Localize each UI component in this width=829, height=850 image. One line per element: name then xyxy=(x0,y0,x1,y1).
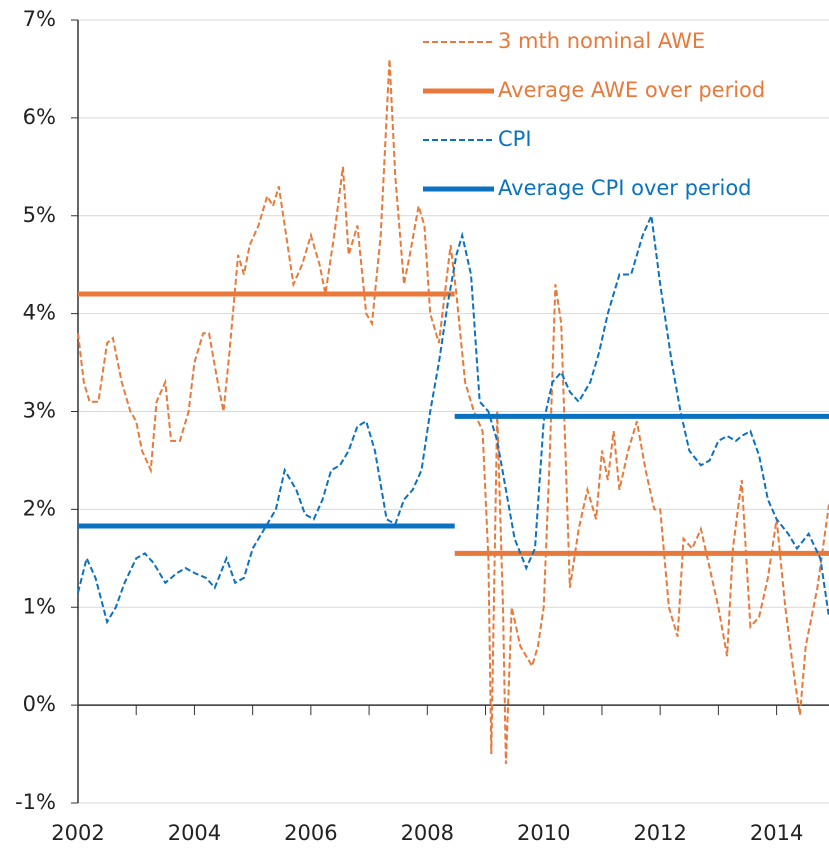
x-tick-label: 2004 xyxy=(168,821,221,845)
y-tick-label: 5% xyxy=(23,203,56,227)
legend-label: Average CPI over period xyxy=(498,176,752,200)
y-tick-label: -1% xyxy=(15,790,56,814)
y-tick-label: 1% xyxy=(23,594,56,618)
x-tick-label: 2014 xyxy=(750,821,803,845)
legend-label: 3 mth nominal AWE xyxy=(498,29,705,53)
x-tick-label: 2008 xyxy=(401,821,454,845)
x-tick-label: 2002 xyxy=(51,821,104,845)
series-line xyxy=(78,413,829,529)
series-line xyxy=(77,59,829,764)
x-tick-label: 2010 xyxy=(517,821,570,845)
y-tick-label: 4% xyxy=(23,301,56,325)
y-tick-label: 2% xyxy=(23,496,56,520)
series-line xyxy=(78,291,829,556)
x-tick-label: 2006 xyxy=(284,821,337,845)
x-tick-label: 2012 xyxy=(633,821,686,845)
y-tick-label: 7% xyxy=(23,7,56,31)
y-tick-label: 0% xyxy=(23,692,56,716)
y-tick-label: 6% xyxy=(23,105,56,129)
legend-label: CPI xyxy=(498,127,532,151)
series-line xyxy=(77,212,829,625)
legend-label: Average AWE over period xyxy=(498,78,765,102)
y-tick-label: 3% xyxy=(23,399,56,423)
